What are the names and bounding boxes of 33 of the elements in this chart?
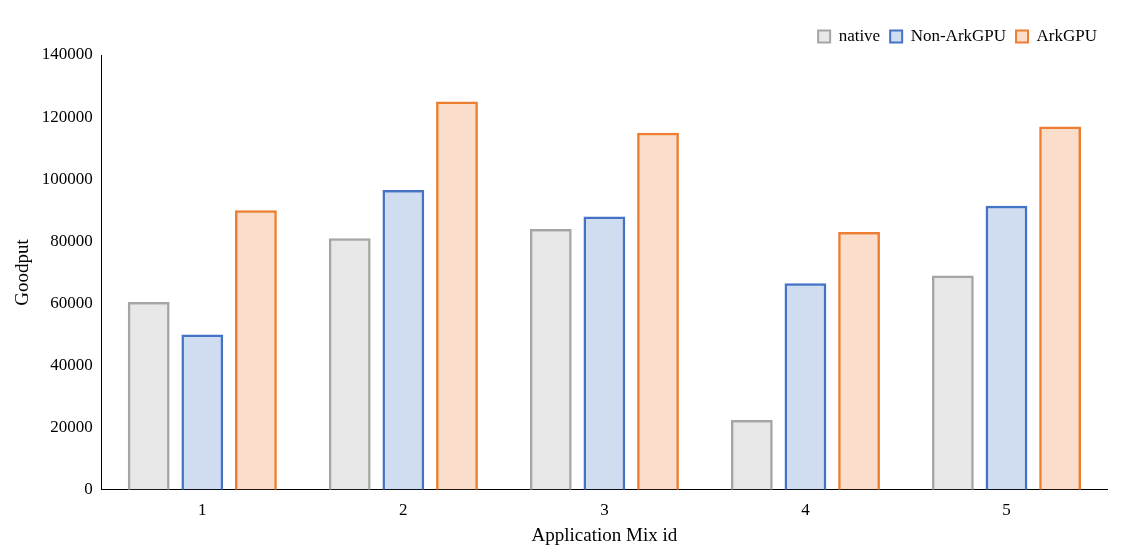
bar	[328, 238, 371, 490]
x-tick-label: 5	[1002, 500, 1011, 520]
x-axis-title: Application Mix id	[531, 523, 678, 545]
y-tick-label: 140000	[41, 44, 93, 64]
bar	[985, 205, 1028, 490]
y-tick-label: 40000	[50, 355, 93, 375]
legend-label: ArkGPU	[1036, 25, 1098, 45]
x-tick-label: 2	[399, 500, 408, 520]
legend-label: Non-ArkGPU	[910, 25, 1007, 45]
y-axis-title: Goodput	[11, 238, 33, 306]
bar	[127, 301, 170, 490]
bar	[838, 232, 880, 490]
legend-label: native	[838, 25, 881, 45]
bar	[637, 132, 679, 490]
bar	[181, 334, 224, 490]
x-tick-label: 4	[801, 500, 811, 520]
y-tick-label: 120000	[41, 106, 93, 126]
bar	[1039, 126, 1081, 490]
y-tick-label: 0	[84, 479, 93, 499]
y-tick-label: 60000	[50, 292, 93, 312]
x-tick-label: 1	[198, 500, 207, 520]
bar	[583, 216, 626, 490]
y-tick-label: 20000	[50, 417, 93, 437]
bar	[784, 283, 827, 490]
bar	[931, 275, 974, 490]
y-tick-label: 100000	[41, 168, 93, 188]
bar	[730, 419, 773, 490]
x-tick-label: 3	[600, 500, 609, 520]
bar	[235, 210, 277, 490]
bar	[436, 101, 478, 490]
y-tick-label: 80000	[50, 230, 93, 250]
bar	[529, 228, 572, 490]
bar	[382, 190, 425, 490]
